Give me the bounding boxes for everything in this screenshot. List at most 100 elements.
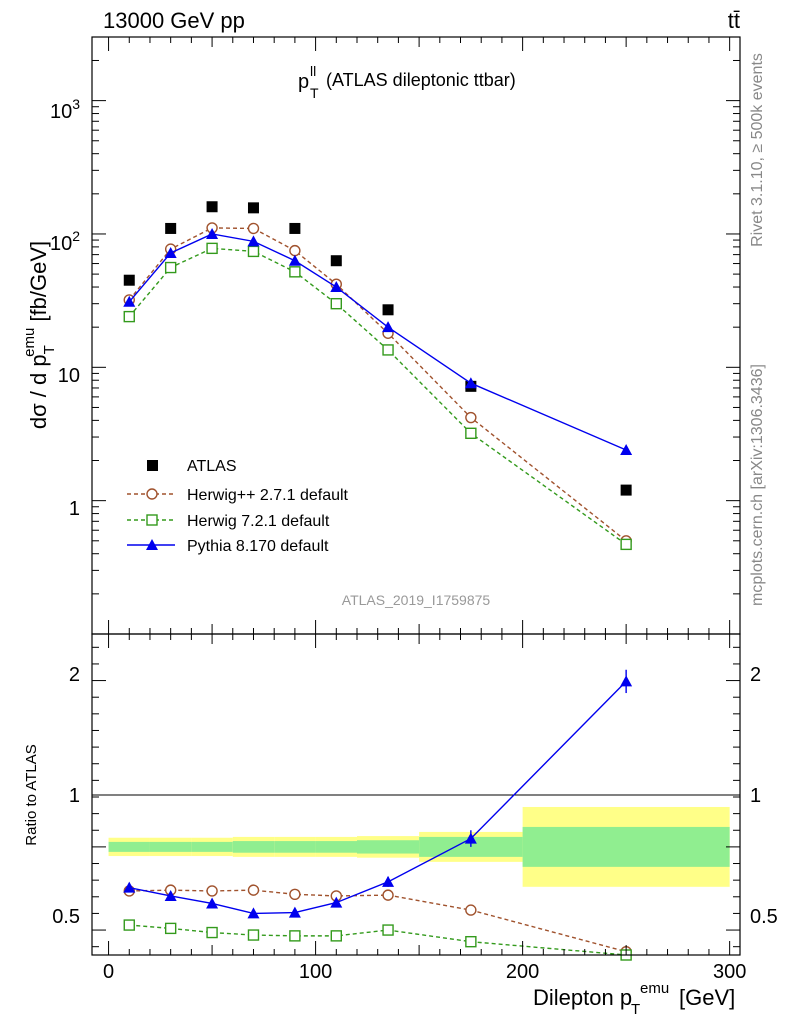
ratio-point-herwig-7-2-1-default-10 [123, 919, 135, 931]
ratio-point-herwig-7-2-1-default-30 [164, 922, 177, 935]
ratio-line-herwig-2-7-1-default [129, 889, 627, 953]
xlabel-sup: emu [640, 980, 669, 997]
ratio-point-pythia-8-170-default-70 [247, 907, 260, 919]
tick-label-100-exp: 2 [72, 228, 80, 244]
legend-herwig7-marker [146, 514, 158, 526]
ylabel-sup: emu [21, 328, 38, 357]
mcplots-label: mcplots.cern.ch [arXiv:1306.3436] [749, 364, 766, 606]
ratio-ylabel: Ratio to ATLAS [23, 744, 40, 845]
data-point-atlas-30 [165, 222, 177, 234]
main-ytick-label-1000: 103 [50, 96, 80, 123]
title-sup: ll [310, 63, 316, 79]
legend: ATLAS Herwig++ 2.7.1 default Herwig 7.2.… [127, 458, 349, 555]
data-point-pythia-8-170-default-70 [247, 235, 260, 247]
data-point-atlas-110 [330, 255, 342, 267]
title-sub: T [310, 85, 319, 101]
ratio-uncertainty-bands [108, 806, 730, 887]
ratio-axis-ticks [92, 634, 740, 955]
ratio-point-pythia-8-170-default-175 [464, 832, 477, 844]
data-point-herwig-7-2-1-default-135 [382, 344, 394, 356]
data-point-atlas-50 [206, 201, 218, 213]
legend-atlas-marker [147, 460, 158, 471]
xtick-label-200: 200 [506, 961, 539, 983]
ratio-point-herwig-7-2-1-default-70 [247, 929, 260, 941]
main-ytick-labels: 1 10 102 103 [50, 96, 80, 520]
xtick-label-0: 0 [103, 961, 114, 983]
data-point-atlas-90 [289, 222, 301, 234]
data-point-herwig-7-2-1-default-70 [247, 245, 260, 258]
data-point-herwig-7-2-1-default-10 [123, 310, 135, 323]
process-label: tt̄ [728, 8, 740, 33]
ratio-series-layer [123, 669, 633, 961]
main-axis-ticks [92, 36, 740, 635]
series-herwig-7-2-1-default [123, 242, 632, 551]
ratio-point-herwig-7-2-1-default-110 [330, 930, 342, 942]
title-main: p [298, 71, 309, 93]
data-point-pythia-8-170-default-10 [123, 295, 136, 307]
tick-label-1000: 10 [50, 101, 72, 123]
ratio-ytick-left-1: 1 [69, 785, 80, 807]
data-point-herwig-7-2-1-default-250 [620, 538, 632, 551]
data-point-atlas-135 [382, 304, 394, 316]
ratio-series-herwig-2-7-1-default [123, 884, 632, 958]
data-point-pythia-8-170-default-135 [382, 321, 395, 333]
legend-entry-herwigpp: Herwig++ 2.7.1 default [127, 487, 349, 504]
rivet-label: Rivet 3.1.10, ≥ 500k events [749, 53, 766, 247]
xtick-label-300: 300 [713, 961, 746, 983]
ratio-xtick-labels: 0 100 200 300 [103, 961, 746, 983]
main-ylabel-text: dσ / d pTemu [fb/GeV] [21, 241, 58, 429]
plot-title-text: p [298, 71, 309, 93]
ratio-point-pythia-8-170-default-50 [206, 897, 219, 909]
band-inner-bin-6 [356, 840, 420, 854]
band-inner-bin-1 [149, 841, 192, 852]
data-point-pythia-8-170-default-175 [464, 377, 477, 389]
data-point-pythia-8-170-default-250 [620, 443, 633, 455]
series-pythia-8-170-default [123, 227, 633, 455]
band-inner-bin-0 [108, 841, 150, 852]
xlabel-part1: Dilepton p [533, 985, 632, 1010]
ratio-point-pythia-8-170-default-135 [382, 875, 395, 887]
ratio-point-pythia-8-170-default-250 [620, 675, 633, 687]
ratio-point-pythia-8-170-default-10 [123, 881, 136, 893]
xlabel-sub: T [631, 1001, 640, 1018]
legend-pythia-label: Pythia 8.170 default [187, 538, 329, 555]
data-point-atlas-10 [123, 274, 135, 286]
ratio-ytick-labels-right: 0.5 1 2 [750, 664, 778, 928]
ratio-point-pythia-8-170-default-110 [330, 896, 343, 908]
ratio-series-herwig-7-2-1-default [123, 919, 632, 961]
ylabel-part2: [fb/GeV] [26, 241, 51, 328]
band-inner-bin-4 [274, 841, 316, 853]
legend-entry-herwig7: Herwig 7.2.1 default [127, 513, 330, 530]
band-inner-bin-2 [191, 841, 233, 852]
ratio-point-herwig-7-2-1-default-135 [382, 924, 394, 936]
series-atlas [123, 201, 632, 496]
ratio-ytick-right-0: 0.5 [750, 906, 778, 928]
band-inner-bin-8 [522, 826, 730, 867]
data-point-herwig-7-2-1-default-30 [164, 261, 177, 274]
data-point-pythia-8-170-default-90 [288, 254, 301, 266]
title-rest: (ATLAS dileptonic ttbar) [326, 70, 516, 90]
ratio-ytick-labels-left: 0.5 1 2 [52, 664, 80, 928]
data-point-herwig-2-7-1-default-90 [289, 244, 301, 257]
ratio-ytick-left-0: 0.5 [52, 906, 80, 928]
legend-herwig7-label: Herwig 7.2.1 default [187, 513, 330, 530]
ratio-point-herwig-2-7-1-default-135 [382, 889, 394, 901]
data-point-herwig-7-2-1-default-90 [289, 266, 301, 278]
ylabel-sub: T [41, 345, 58, 354]
data-point-pythia-8-170-default-30 [164, 246, 177, 258]
ylabel-part1: dσ / d p [26, 354, 51, 429]
ratio-ytick-left-2: 2 [69, 664, 80, 686]
energy-label: 13000 GeV pp [103, 8, 245, 33]
ratio-ytick-right-1: 1 [750, 785, 761, 807]
main-series-layer [123, 201, 633, 551]
ratio-line-herwig-7-2-1-default [129, 924, 627, 956]
ratio-ytick-right-2: 2 [750, 664, 761, 686]
ratio-point-herwig-2-7-1-default-175 [465, 904, 477, 916]
data-point-herwig-2-7-1-default-70 [247, 222, 260, 235]
series-line-pythia-8-170-default [128, 233, 627, 451]
legend-herwigpp-marker [146, 488, 158, 500]
legend-atlas-label: ATLAS [187, 458, 237, 475]
xlabel-part2: [GeV] [679, 985, 735, 1010]
plot-title: p ll T (ATLAS dileptonic ttbar) [298, 63, 516, 101]
